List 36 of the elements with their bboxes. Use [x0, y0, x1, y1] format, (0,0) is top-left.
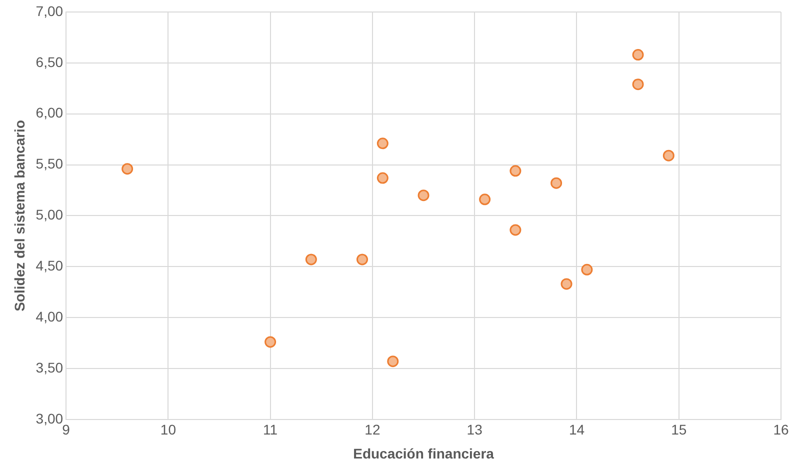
point [418, 190, 430, 202]
point [122, 163, 134, 175]
point [264, 336, 276, 348]
point [662, 150, 674, 162]
point [632, 49, 644, 61]
y-tick-label: 5,00 [36, 206, 64, 223]
x-tick-label: 15 [671, 422, 687, 438]
point [356, 254, 368, 266]
point [305, 254, 317, 266]
y-axis-title: Solidez del sistema bancario [11, 120, 28, 312]
y-tick-label: 4,00 [36, 308, 64, 324]
x-tick-label: 16 [773, 422, 789, 438]
point [581, 264, 593, 276]
point [550, 177, 562, 189]
point [560, 278, 572, 290]
point [376, 138, 388, 150]
y-tick-label: 6,00 [36, 104, 64, 121]
x-tick-label: 10 [160, 422, 176, 438]
point [387, 356, 399, 368]
point [479, 194, 491, 206]
point [510, 224, 522, 236]
y-tick-label: 6,50 [36, 54, 64, 70]
x-tick-label: 13 [466, 422, 483, 438]
point [632, 78, 644, 90]
point [510, 165, 522, 177]
x-tick-label: 14 [568, 422, 585, 438]
y-tick-label: 7,00 [36, 2, 64, 19]
x-axis-title: Educación financiera [353, 445, 494, 462]
x-tick-label: 12 [364, 422, 380, 438]
x-tick-label: 11 [263, 422, 278, 438]
y-tick-label: 3,50 [36, 359, 64, 376]
point [376, 172, 388, 184]
x-tick-label: 9 [62, 422, 70, 438]
y-tick-label: 5,50 [36, 156, 64, 172]
y-tick-label: 3,00 [36, 410, 64, 426]
y-tick-label: 4,50 [36, 257, 64, 274]
